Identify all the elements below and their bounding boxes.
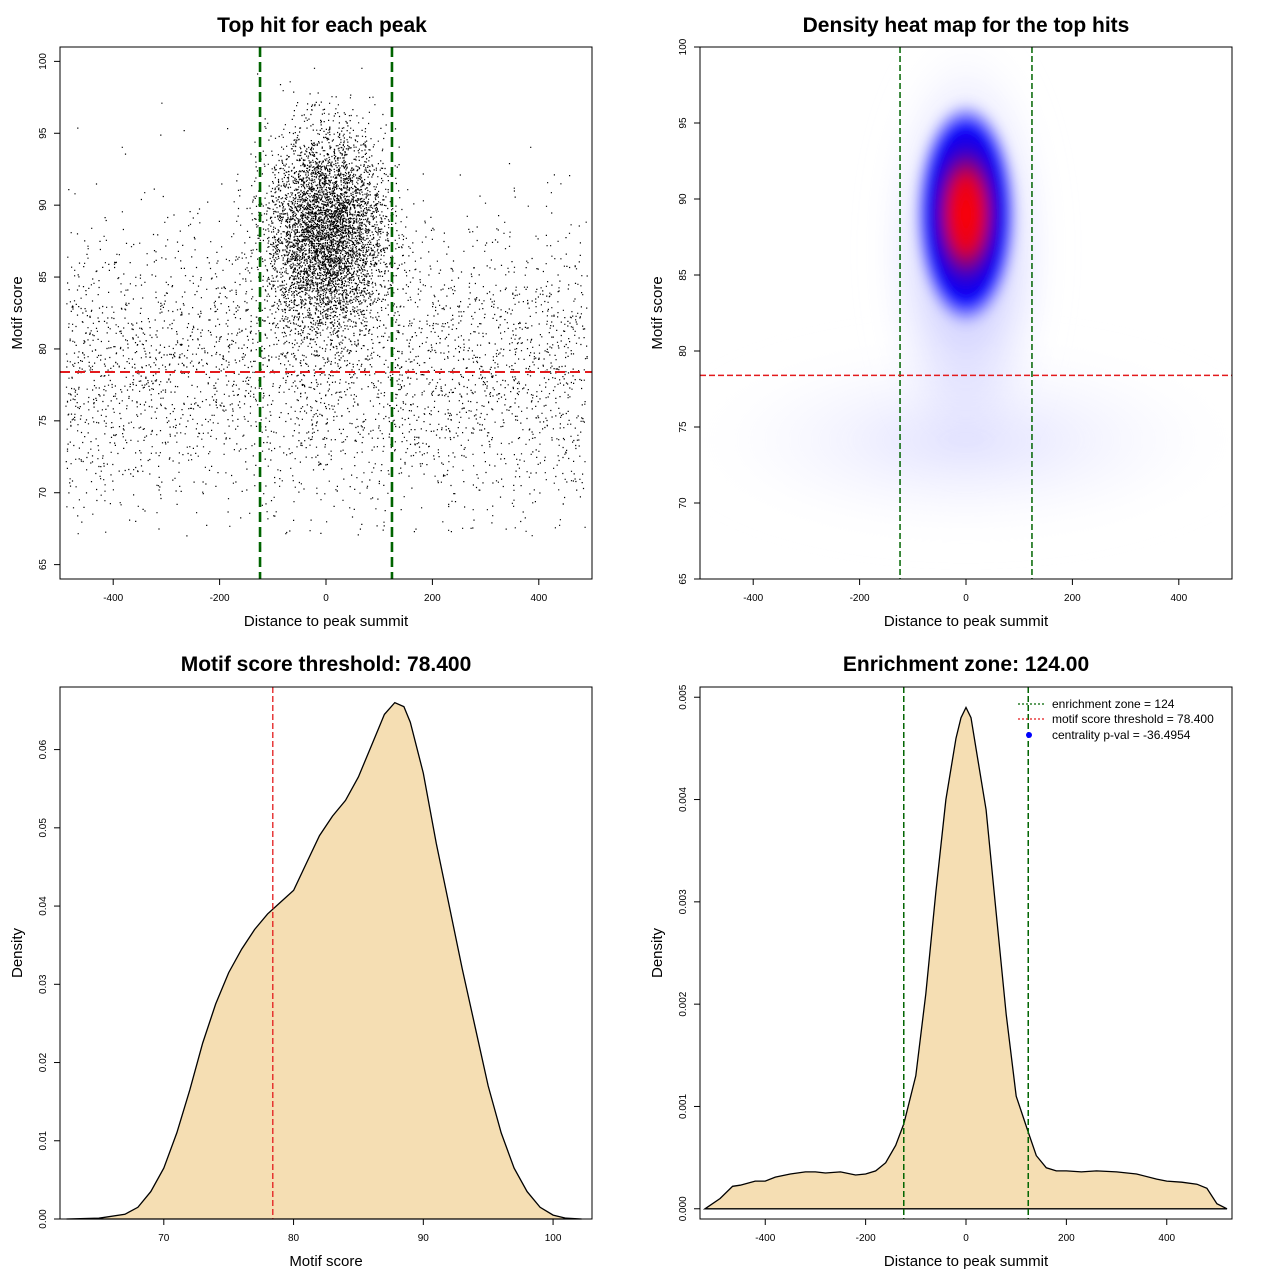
y-tick-label: 75: [678, 421, 689, 433]
reference-lines: [903, 687, 1029, 1219]
x-tick-label: -400: [743, 593, 763, 604]
x-tick-label: 400: [530, 593, 547, 604]
plot-frame: [59, 686, 593, 1220]
y-axis-label: Density: [649, 927, 666, 978]
y-tick-label: 0.000: [678, 1196, 689, 1221]
y-tick-label: 0.00: [38, 1209, 49, 1229]
reference-lines: [700, 47, 1232, 579]
y-tick-label: 90: [38, 199, 49, 211]
x-tick-label: -200: [210, 593, 230, 604]
heatmap-core: [914, 99, 1018, 330]
heatmap-surface: [700, 47, 1232, 579]
y-tick-label: 95: [678, 117, 689, 129]
y-tick-label: 0.02: [38, 1052, 49, 1072]
x-tick-label: 200: [1064, 593, 1081, 604]
x-tick-label: 0: [323, 593, 329, 604]
x-tick-label: 400: [1158, 1233, 1175, 1244]
y-tick-label: 100: [38, 53, 49, 70]
y-axis: 0.000 0.001 0.002 0.003 0.004 0.005: [678, 684, 700, 1221]
x-tick-label: 400: [1170, 593, 1187, 604]
y-tick-label: 65: [38, 559, 49, 571]
y-tick-label: 70: [38, 487, 49, 499]
x-tick-label: -400: [103, 593, 123, 604]
y-tick-label: 70: [678, 497, 689, 509]
x-axis: -400 -200 0 200 400: [755, 1219, 1176, 1244]
x-axis-label: Distance to peak summit: [244, 613, 409, 630]
legend-swatch-pval: [1026, 732, 1032, 738]
y-tick-label: 0.01: [38, 1131, 49, 1151]
density-curve: [66, 701, 582, 1220]
y-tick-label: 80: [678, 345, 689, 357]
x-tick-label: 200: [1058, 1233, 1075, 1244]
panel-enrichment-density: Enrichment zone: 124.00 -400 -200 0 200 400 …: [649, 653, 1233, 1270]
x-tick-label: 0: [963, 1233, 969, 1244]
y-tick-label: 0.06: [38, 739, 49, 759]
scatter-points: [65, 67, 588, 537]
y-axis-label: Motif score: [649, 276, 666, 349]
y-tick-label: 0.05: [38, 818, 49, 838]
legend-item: motif score threshold = 78.400: [1052, 712, 1214, 726]
y-tick-label: 0.003: [678, 889, 689, 914]
y-tick-label: 90: [678, 193, 689, 205]
y-tick-label: 65: [678, 573, 689, 585]
density-curve: [702, 706, 1228, 1210]
x-tick-label: -200: [856, 1233, 876, 1244]
y-tick-label: 0.002: [678, 991, 689, 1016]
x-axis: 70 80 90 100: [158, 1219, 562, 1244]
panel-motif-density: Motif score threshold: 78.400 70 80 90 100 …: [9, 653, 593, 1270]
y-axis: 0.00 0.01 0.02 0.03 0.04 0.05 0.06: [38, 739, 60, 1229]
panel-title: Enrichment zone: 124.00: [843, 653, 1089, 676]
y-tick-label: 95: [38, 127, 49, 139]
y-tick-label: 0.001: [678, 1094, 689, 1119]
x-tick-label: 0: [963, 593, 969, 604]
legend-item: centrality p-val = -36.4954: [1052, 728, 1191, 742]
y-tick-label: 100: [678, 38, 689, 55]
y-tick-label: 80: [38, 343, 49, 355]
y-axis: 65 70 75 80 85 90 95 100: [678, 38, 700, 585]
y-tick-label: 75: [38, 415, 49, 427]
x-axis-label: Distance to peak summit: [884, 613, 1049, 630]
panel-scatter: Top hit for each peak -400 -200 0 200 400 65…: [9, 14, 593, 630]
legend-item: enrichment zone = 124: [1052, 697, 1175, 711]
x-tick-label: -200: [850, 593, 870, 604]
y-tick-label: 85: [678, 269, 689, 281]
y-tick-label: 0.004: [678, 787, 689, 812]
y-tick-label: 0.03: [38, 974, 49, 994]
scatter-point-cloud: [65, 67, 588, 537]
y-axis: 65 70 75 80 85 90 95 100: [38, 53, 60, 571]
panel-title: Top hit for each peak: [217, 14, 427, 37]
x-tick-label: 90: [418, 1233, 430, 1244]
x-tick-label: -400: [755, 1233, 775, 1244]
x-tick-label: 80: [288, 1233, 300, 1244]
reference-lines: [60, 47, 592, 579]
legend: enrichment zone = 124 motif score thresh…: [1018, 697, 1214, 742]
x-tick-label: 70: [158, 1233, 170, 1244]
x-axis-label: Motif score: [289, 1253, 362, 1270]
y-axis-label: Density: [9, 927, 26, 978]
panel-title: Density heat map for the top hits: [803, 14, 1130, 37]
x-axis: -400 -200 0 200 400: [103, 579, 548, 604]
x-axis-label: Distance to peak summit: [884, 1253, 1049, 1270]
y-tick-label: 0.005: [678, 684, 689, 709]
x-axis: -400 -200 0 200 400: [743, 579, 1188, 604]
x-tick-label: 100: [545, 1233, 562, 1244]
y-axis-label: Motif score: [9, 276, 26, 349]
panel-heatmap: Density heat map for the top hits -400 -2…: [649, 14, 1233, 630]
y-tick-label: 85: [38, 271, 49, 283]
panel-title: Motif score threshold: 78.400: [181, 653, 472, 676]
y-tick-label: 0.04: [38, 896, 49, 916]
x-tick-label: 200: [424, 593, 441, 604]
